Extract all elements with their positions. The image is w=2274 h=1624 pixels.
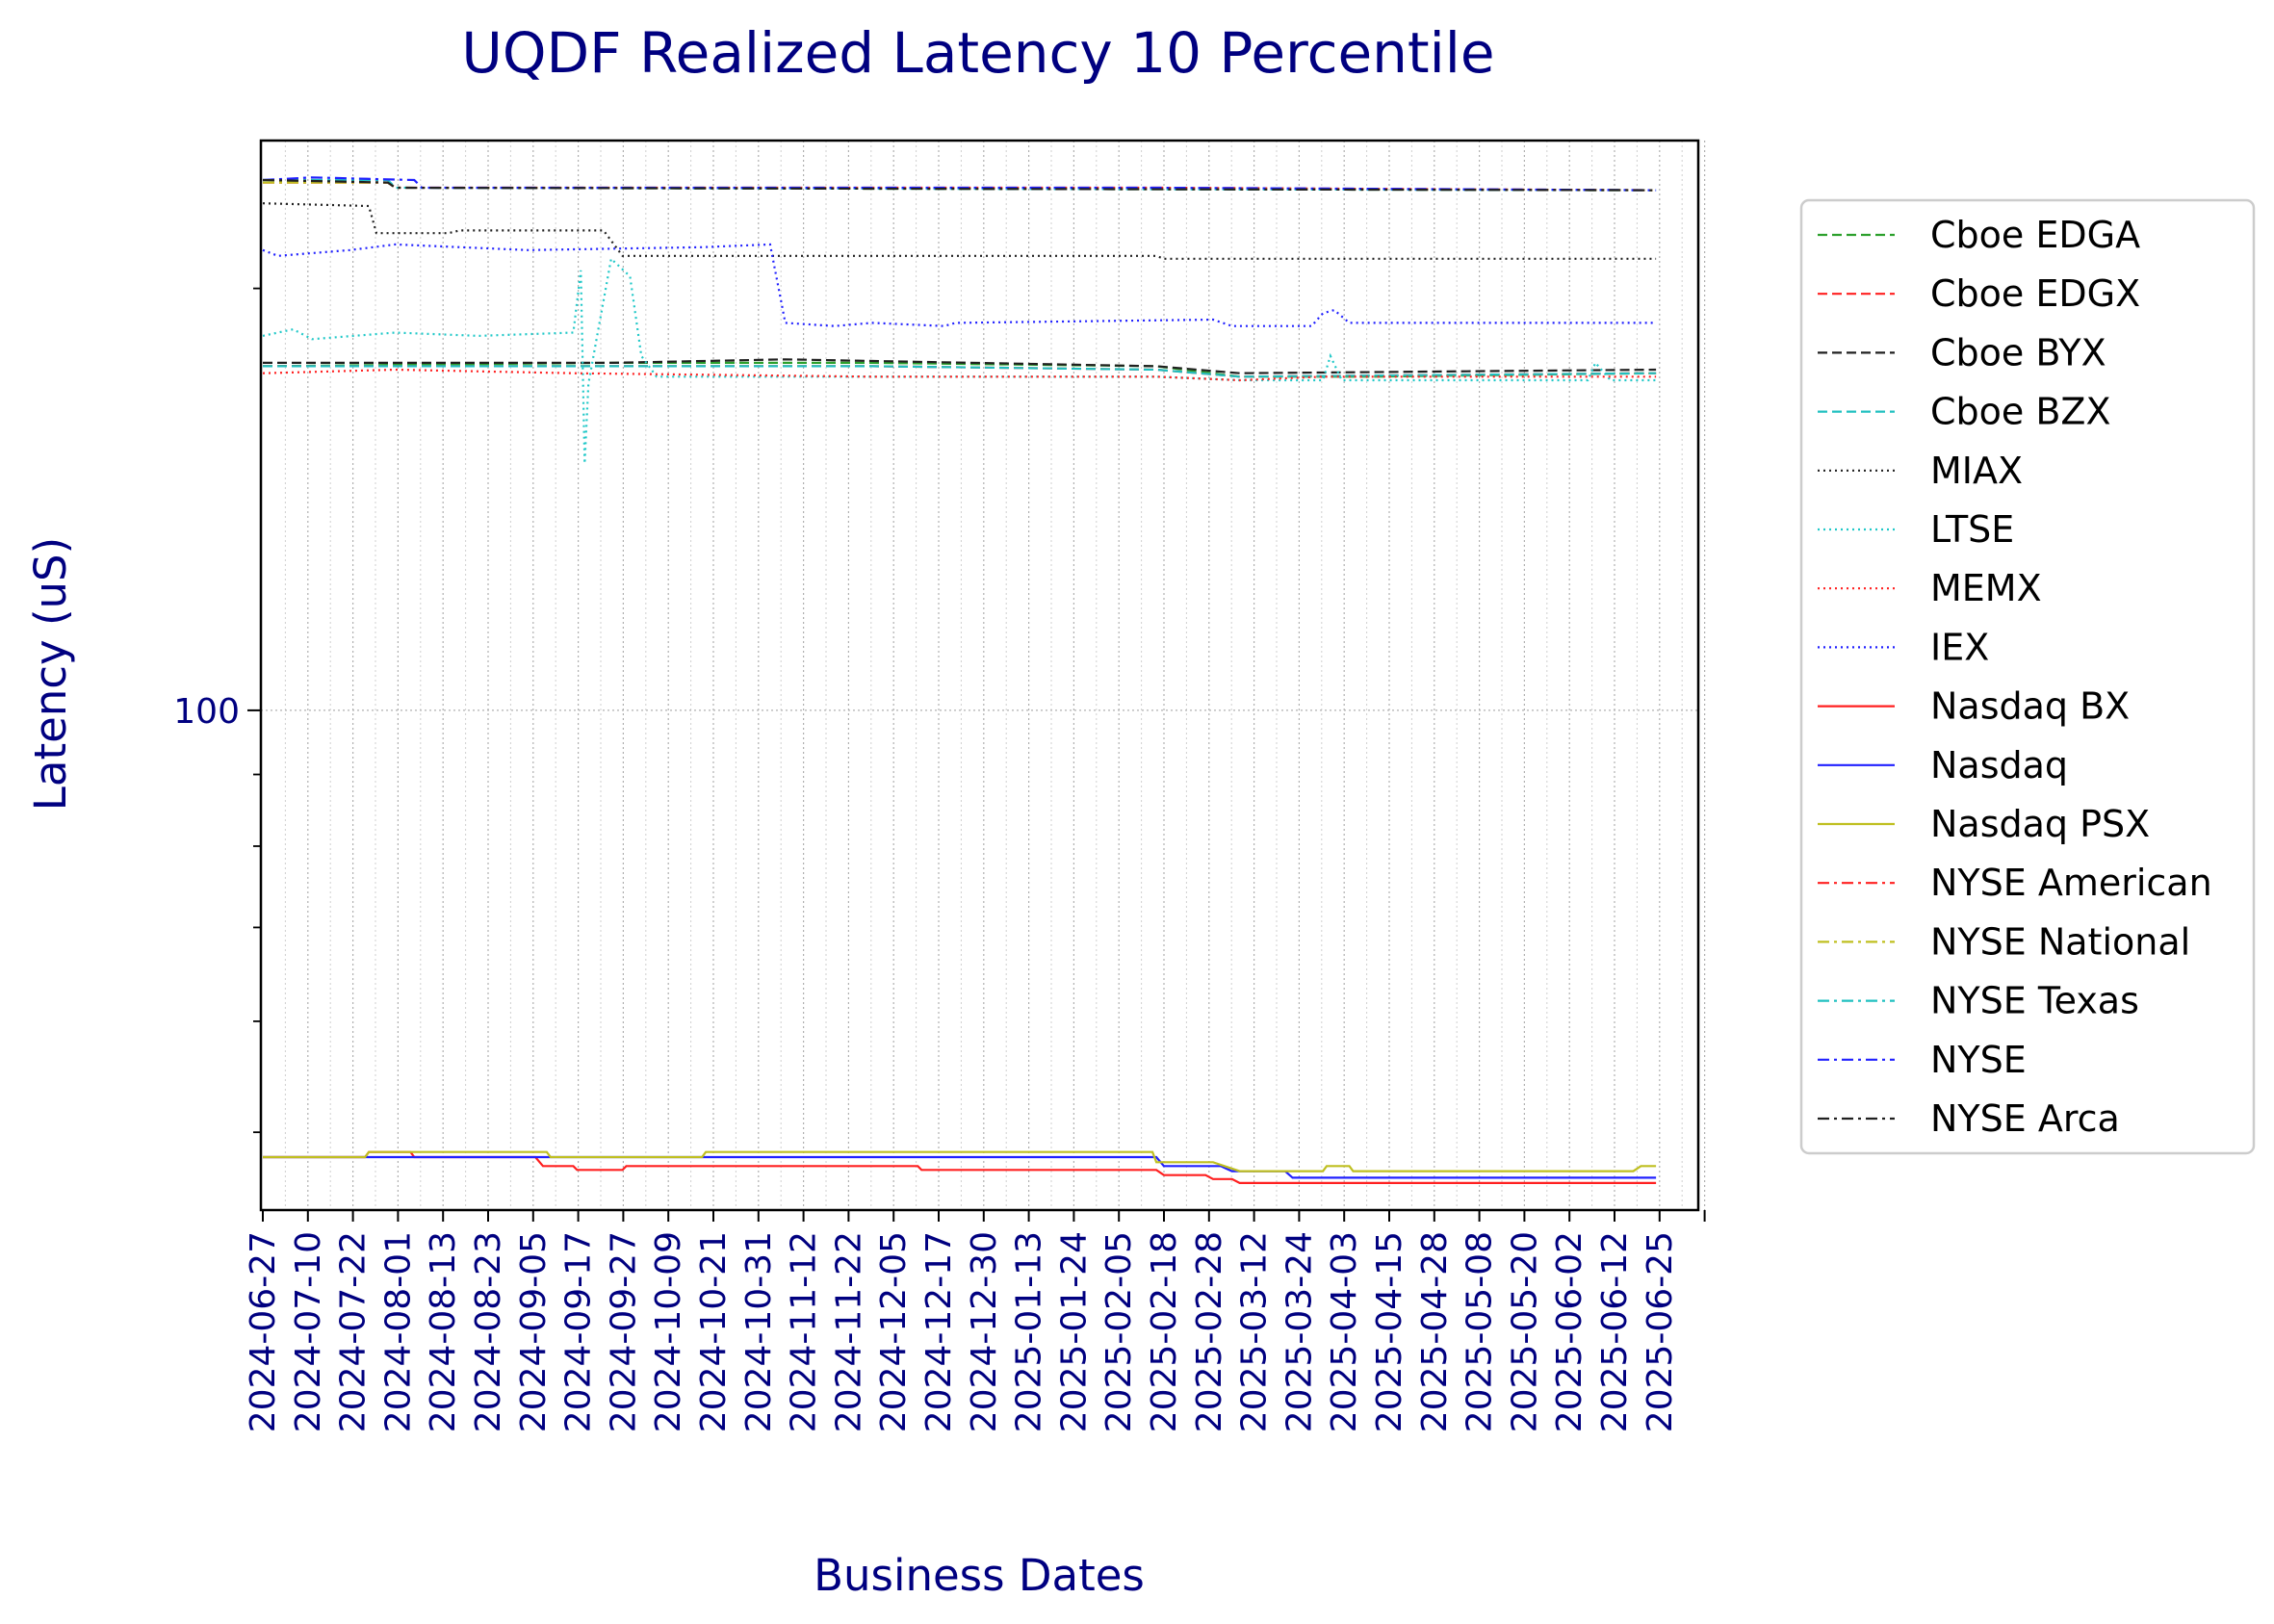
x-tick-label: 2024-07-10 bbox=[289, 1231, 328, 1432]
x-tick-label: 2024-09-17 bbox=[559, 1231, 599, 1432]
legend-entry: Nasdaq PSX bbox=[1930, 803, 2150, 845]
x-tick-label: 2024-11-22 bbox=[829, 1231, 868, 1432]
legend-entry: MIAX bbox=[1930, 450, 2023, 492]
legend-entry: LTSE bbox=[1930, 508, 2014, 551]
series-line-iex bbox=[262, 243, 1657, 327]
x-tick-label: 2024-11-12 bbox=[785, 1231, 824, 1432]
x-tick-label: 2024-10-31 bbox=[739, 1231, 779, 1432]
x-tick-label: 2025-03-24 bbox=[1279, 1231, 1319, 1432]
series-line-cboe-byx bbox=[263, 358, 1657, 374]
series-line-nyse bbox=[262, 176, 1657, 192]
x-tick-label: 2024-12-05 bbox=[874, 1231, 914, 1432]
legend-entry: NYSE bbox=[1930, 1039, 2027, 1081]
x-tick-label: 2025-01-24 bbox=[1054, 1231, 1094, 1432]
legend: Cboe EDGA Cboe EDGX Cboe BYX Cboe BZX MIAX LT… bbox=[1799, 198, 2256, 1155]
y-tick-label: 100 bbox=[173, 692, 240, 732]
y-axis-label: Latency (uS) bbox=[25, 537, 76, 811]
series-lines bbox=[262, 176, 1657, 1185]
series-line-nyse-arca bbox=[262, 178, 1657, 192]
chart-title: UQDF Realized Latency 10 Percentile bbox=[461, 20, 1494, 86]
x-tick-label: 2025-04-28 bbox=[1415, 1231, 1455, 1432]
x-axis-label: Business Dates bbox=[814, 1550, 1145, 1601]
series-line-memx bbox=[262, 368, 1657, 382]
legend-box bbox=[1799, 198, 2256, 1155]
x-tick-label: 2024-09-27 bbox=[604, 1231, 643, 1432]
x-tick-label: 2024-12-17 bbox=[919, 1231, 959, 1432]
x-tick-label: 2025-06-25 bbox=[1641, 1231, 1680, 1432]
x-axis-ticks: 2024-06-27 2024-07-10 2024-07-22 2024-08-01… bbox=[244, 1210, 1706, 1432]
legend-entry: Nasdaq bbox=[1930, 744, 2068, 786]
y-axis-ticks: 100 bbox=[173, 287, 261, 1134]
x-tick-label: 2025-02-05 bbox=[1099, 1231, 1139, 1432]
legend-entry: Nasdaq BX bbox=[1930, 685, 2130, 728]
legend-entry: NYSE National bbox=[1930, 920, 2190, 963]
legend-entry: Cboe BZX bbox=[1930, 391, 2111, 433]
legend-entry: Cboe BYX bbox=[1930, 331, 2106, 374]
x-tick-label: 2025-06-02 bbox=[1550, 1231, 1589, 1432]
x-tick-label: 2025-02-28 bbox=[1190, 1231, 1229, 1432]
series-line-cboe-bzx bbox=[263, 365, 1657, 378]
legend-entry: Cboe EDGX bbox=[1930, 272, 2140, 315]
x-tick-label: 2024-08-13 bbox=[424, 1231, 463, 1432]
x-tick-label: 2025-01-13 bbox=[1010, 1231, 1049, 1432]
legend-entry: IEX bbox=[1930, 626, 1989, 668]
x-tick-label: 2024-08-01 bbox=[378, 1231, 418, 1432]
x-tick-label: 2024-09-05 bbox=[514, 1231, 554, 1432]
x-tick-label: 2024-08-23 bbox=[469, 1231, 508, 1432]
x-tick-label: 2024-06-27 bbox=[244, 1231, 283, 1432]
grid bbox=[261, 141, 1706, 1210]
legend-entry: MEMX bbox=[1930, 567, 2042, 609]
legend-entry: Cboe EDGA bbox=[1930, 214, 2140, 256]
x-tick-label: 2025-02-18 bbox=[1145, 1231, 1184, 1432]
legend-entry: NYSE American bbox=[1930, 862, 2212, 904]
series-line-nasdaq bbox=[263, 1155, 1657, 1179]
x-tick-label: 2024-10-21 bbox=[694, 1231, 734, 1432]
x-tick-label: 2025-04-03 bbox=[1325, 1231, 1364, 1432]
legend-entry: NYSE Arca bbox=[1930, 1097, 2120, 1140]
legend-entry: NYSE Texas bbox=[1930, 980, 2139, 1022]
x-tick-label: 2025-04-15 bbox=[1370, 1231, 1409, 1432]
series-line-ltse bbox=[262, 256, 1657, 464]
x-tick-label: 2024-10-09 bbox=[649, 1231, 688, 1432]
x-tick-label: 2025-05-20 bbox=[1505, 1231, 1544, 1432]
series-line-nasdaq-psx bbox=[263, 1150, 1657, 1173]
x-tick-label: 2025-06-12 bbox=[1595, 1231, 1635, 1432]
x-tick-label: 2024-07-22 bbox=[334, 1231, 374, 1432]
x-tick-label: 2025-03-12 bbox=[1235, 1231, 1275, 1432]
plot-frame bbox=[259, 139, 1700, 1212]
x-tick-label: 2025-05-08 bbox=[1460, 1231, 1500, 1432]
x-tick-label: 2024-12-30 bbox=[965, 1231, 1004, 1432]
